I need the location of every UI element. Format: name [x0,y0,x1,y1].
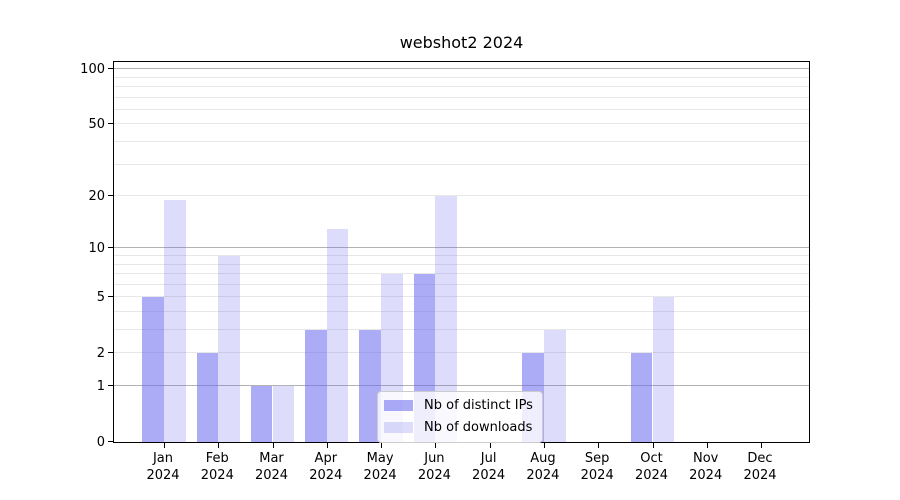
gridline-20 [114,195,809,196]
x-tick-mark [543,443,545,448]
bar-ips-oct [630,353,653,442]
gridline-7 [114,273,809,274]
legend-swatch-downloads [384,422,413,433]
x-tick-label-jan: Jan 2024 [146,451,180,483]
bar-downloads-jan [164,199,186,442]
x-tick-label-sep: Sep 2024 [580,451,614,483]
gridline-80 [114,85,809,87]
gridline-30 [114,163,809,165]
y-tick-label-100: 100 [80,62,105,78]
x-tick-mark [381,443,383,448]
y-tick-label-5: 5 [96,290,105,306]
bar-ips-feb [196,353,219,442]
gridline-3 [114,329,809,330]
legend-item-downloads: Nb of downloads [384,419,533,436]
gridline-8 [114,263,809,265]
x-tick-label-may: May 2024 [363,451,397,483]
bar-downloads-aug [543,330,566,442]
x-tick-label-feb: Feb 2024 [200,451,234,483]
y-tick-mark [108,441,113,442]
legend-label: Nb of distinct IPs [424,398,533,413]
legend-label: Nb of downloads [424,420,533,435]
y-tick-label-2: 2 [96,346,105,362]
x-axis: Jan 2024 Feb 2024 Mar 2024 Apr 2024 May 2024… [113,450,810,490]
y-tick-mark [108,68,113,70]
gridline-6 [114,283,809,285]
x-tick-label-mar: Mar 2024 [254,451,289,483]
y-tick-mark [108,385,113,386]
gridline-1 [114,385,809,386]
x-tick-mark [164,443,165,448]
x-tick-label-jul: Jul 2024 [472,451,506,483]
x-tick-label-oct: Oct 2024 [634,451,669,483]
bar-downloads-jun [435,196,458,442]
gridline-10 [114,247,809,249]
legend-swatch-distinct-ips [384,400,413,411]
y-tick-label-0: 0 [96,435,105,450]
x-tick-label-dec: Dec 2024 [743,451,777,483]
gridline-9 [114,254,809,256]
bar-ips-may [359,330,382,442]
x-tick-label-jun: Jun 2024 [417,451,451,483]
y-tick-mark [108,296,113,298]
y-tick-label-20: 20 [88,189,105,204]
bar-downloads-feb [218,255,240,442]
bar-downloads-apr [326,228,349,442]
bar-ips-mar [250,386,273,442]
bar-downloads-mar [272,386,295,442]
x-tick-label-apr: Apr 2024 [309,451,343,483]
y-tick-mark [108,247,113,249]
gridline-70 [114,96,809,98]
grid-layer [114,62,809,442]
y-tick-mark [108,352,113,354]
legend-item-distinct-ips: Nb of distinct IPs [384,397,533,414]
gridline-4 [114,310,809,312]
chart-title: webshot2 2024 [399,33,524,52]
x-tick-label-nov: Nov 2024 [689,451,723,483]
x-tick-mark [218,443,220,448]
y-axis: 0 1 2 5 10 20 50 100 [0,61,105,450]
gridline-50 [114,123,809,125]
bars-layer [114,62,809,442]
x-tick-mark [706,443,708,448]
legend: Nb of distinct IPs Nb of downloads [377,391,543,443]
gridline-5 [114,296,809,298]
plot-area [108,61,810,448]
x-tick-mark [326,443,328,448]
x-tick-label-aug: Aug 2024 [526,451,560,483]
bar-ips-apr [305,330,327,442]
gridline-40 [114,140,809,142]
x-tick-mark [489,443,491,448]
y-tick-label-50: 50 [88,117,105,133]
gridline-2 [114,352,809,354]
bar-ips-jan [142,297,164,442]
y-tick-label-1: 1 [96,379,105,394]
bar-downloads-oct [652,297,675,442]
y-tick-mark [108,123,113,125]
gridline-60 [114,108,809,110]
x-tick-mark [598,443,600,448]
x-tick-mark [435,443,437,448]
y-tick-mark [108,195,113,196]
y-tick-label-10: 10 [88,241,105,257]
x-tick-mark [761,443,762,448]
gridline-90 [114,76,809,78]
gridline-100 [114,68,809,70]
x-tick-mark [652,443,654,448]
x-tick-mark [272,443,274,448]
